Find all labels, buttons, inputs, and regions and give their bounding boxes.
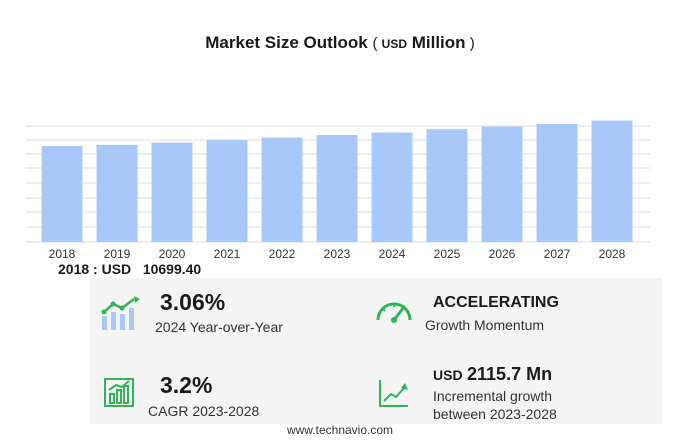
x-tick-2023: 2023 [324,247,351,261]
kpi-yoy-label: 2024 Year-over-Year [155,319,283,335]
base-year-label: 2018 : USD [58,261,132,277]
growth-chart-icon [101,296,140,330]
x-tick-2025: 2025 [434,247,461,261]
bar-2028 [591,120,633,242]
speedometer-icon [376,302,412,323]
kpi-cagr: 3.2% [160,372,212,399]
bar-2024 [371,132,413,242]
bar-2019 [96,144,138,242]
bar-2025 [426,129,468,242]
bar-2021 [206,140,248,242]
bar-2026 [481,126,523,242]
kpi-momentum-value: ACCELERATING [433,294,559,311]
kpi-cagr-caption: CAGR 2023-2028 [148,402,259,420]
kpi-incremental: USD 2115.7 Mn [433,364,552,385]
title-text: Market Size Outlook [205,33,368,52]
bar-2027 [536,123,578,242]
x-tick-2019: 2019 [104,247,131,261]
kpi-incremental-caption: Incremental growth between 2023-2028 [433,387,557,423]
base-year-value: 2018 : USD 10699.40 [58,261,201,277]
kpi-yoy-caption: 2024 Year-over-Year [155,318,283,336]
footer-source: www.technavio.com [286,423,394,437]
title-unit-close: ) [465,35,475,52]
x-tick-2028: 2028 [599,247,626,261]
kpi-incremental-label-1: Incremental growth [433,388,553,404]
kpi-momentum-caption: Growth Momentum [425,316,544,334]
x-tick-2024: 2024 [379,247,406,261]
kpi-incremental-label-2: between 2023-2028 [433,406,557,422]
kpi-cagr-label: CAGR 2023-2028 [148,403,260,419]
bar-2022 [261,137,303,242]
kpi-cagr-value: 3.2% [160,372,213,398]
x-tick-2018: 2018 [49,247,76,261]
bar-chart: 2018 2019 2020 2021 2022 2023 2024 2025 2026 2027… [26,120,650,261]
kpi-panel [90,278,662,424]
x-tick-2021: 2021 [214,247,241,261]
title-unit-currency: USD [381,37,407,51]
bar-2020 [151,142,193,242]
line-growth-icon [379,380,408,407]
x-tick-2022: 2022 [269,247,296,261]
base-year-amount: 10699.40 [142,261,202,277]
title-unit-open: ( [372,35,382,52]
chart-x-ticks: 2018 2019 2020 2021 2022 2023 2024 2025 2026 2027… [49,247,626,261]
x-tick-2020: 2020 [159,247,186,261]
kpi-incremental-value: 2115.7 Mn [467,364,553,384]
kpi-yoy-value: 3.06% [160,289,226,315]
x-tick-2026: 2026 [489,247,516,261]
kpi-incremental-currency: USD [433,367,463,383]
bar-2018 [41,146,83,242]
title-unit-scale: Million [407,33,466,52]
kpi-momentum: ACCELERATING [433,294,559,312]
chart-bars [41,120,633,242]
kpi-yoy: 3.06% [160,289,225,316]
bar-2023 [316,135,358,242]
bar-growth-icon [104,378,134,407]
x-tick-2027: 2027 [544,247,571,261]
chart-title: Market Size Outlook ( USD Million ) [0,33,680,53]
kpi-momentum-label: Growth Momentum [425,317,545,333]
